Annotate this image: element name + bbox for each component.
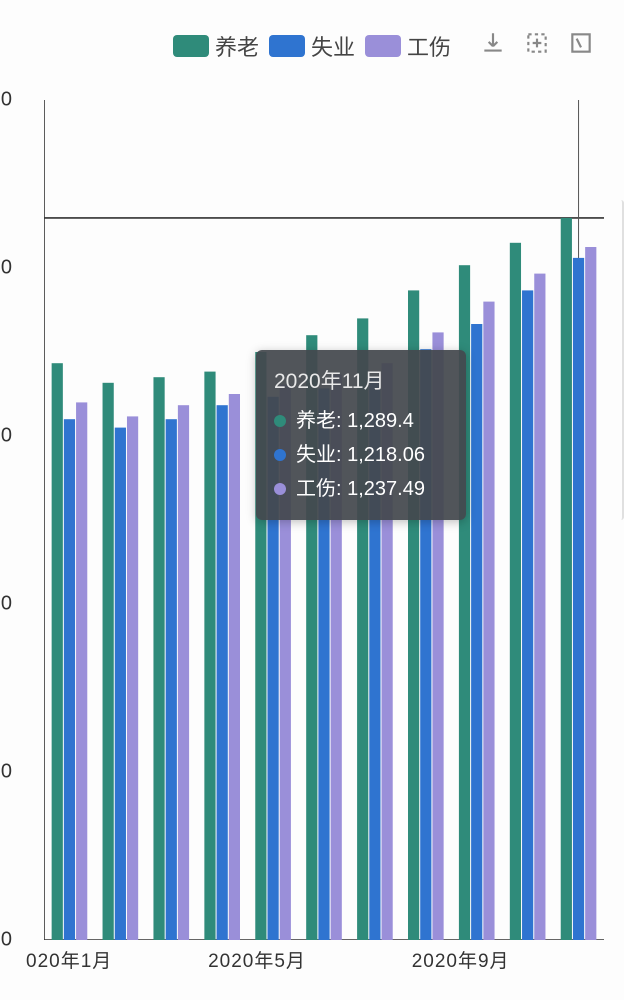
legend-label: 失业	[311, 30, 355, 62]
tooltip-title: 2020年11月	[274, 364, 448, 400]
tooltip-marker	[274, 483, 286, 495]
frame-edge	[618, 200, 624, 520]
bar-工伤[interactable]	[585, 247, 596, 940]
y-tick-label: 0	[0, 257, 12, 280]
bar-养老[interactable]	[204, 372, 215, 940]
tooltip-marker	[274, 415, 286, 427]
x-tick-label: 2020年5月	[208, 946, 306, 973]
legend-label: 工伤	[407, 30, 451, 62]
tooltip-label: 养老: 1,289.4	[296, 404, 414, 438]
download-icon[interactable]	[480, 30, 506, 56]
y-tick-label: 0	[0, 929, 12, 952]
legend-swatch	[269, 35, 305, 57]
x-tick-label: 2020年9月	[412, 946, 510, 973]
tooltip-label: 失业: 1,218.06	[296, 438, 425, 472]
bar-失业[interactable]	[166, 419, 177, 940]
bar-工伤[interactable]	[534, 274, 545, 940]
x-tick-label: 020年1月	[26, 946, 112, 973]
tooltip-label: 工伤: 1,237.49	[296, 472, 425, 506]
bar-养老[interactable]	[103, 383, 114, 940]
bar-工伤[interactable]	[127, 416, 138, 940]
bar-养老[interactable]	[52, 363, 63, 940]
bar-工伤[interactable]	[229, 394, 240, 940]
legend-swatch	[365, 35, 401, 57]
y-tick-label: 0	[0, 593, 12, 616]
legend-swatch	[173, 35, 209, 57]
bar-工伤[interactable]	[483, 302, 494, 940]
bar-养老[interactable]	[510, 243, 521, 940]
chart-container: 养老 失业 工伤 0 0 0 0 0 0 020年1月 2020年5月 2020年9月 202…	[0, 0, 624, 1000]
bar-养老[interactable]	[561, 218, 572, 940]
tooltip-row: 失业: 1,218.06	[274, 438, 448, 472]
restore-icon[interactable]	[568, 30, 594, 56]
tooltip-row: 养老: 1,289.4	[274, 404, 448, 438]
zoom-icon[interactable]	[524, 30, 550, 56]
tooltip-marker	[274, 449, 286, 461]
bar-失业[interactable]	[573, 258, 584, 940]
y-tick-label: 0	[0, 89, 12, 112]
bar-失业[interactable]	[217, 405, 228, 940]
x-axis-labels: 020年1月2020年5月2020年9月	[44, 946, 604, 978]
bar-失业[interactable]	[115, 428, 126, 940]
y-tick-label: 0	[0, 761, 12, 784]
bar-工伤[interactable]	[178, 405, 189, 940]
y-tick-label: 0	[0, 425, 12, 448]
bar-失业[interactable]	[471, 324, 482, 940]
bar-养老[interactable]	[153, 377, 164, 940]
legend-item[interactable]: 失业	[269, 30, 355, 62]
tooltip-row: 工伤: 1,237.49	[274, 472, 448, 506]
bar-工伤[interactable]	[76, 402, 87, 940]
legend-item[interactable]: 工伤	[365, 30, 451, 62]
chart-toolbar	[480, 30, 594, 56]
bar-失业[interactable]	[64, 419, 75, 940]
legend-item[interactable]: 养老	[173, 30, 259, 62]
plot-area[interactable]	[44, 100, 604, 940]
bar-失业[interactable]	[522, 290, 533, 940]
tooltip: 2020年11月 养老: 1,289.4 失业: 1,218.06 工伤: 1,…	[256, 350, 466, 520]
legend-label: 养老	[215, 30, 259, 62]
